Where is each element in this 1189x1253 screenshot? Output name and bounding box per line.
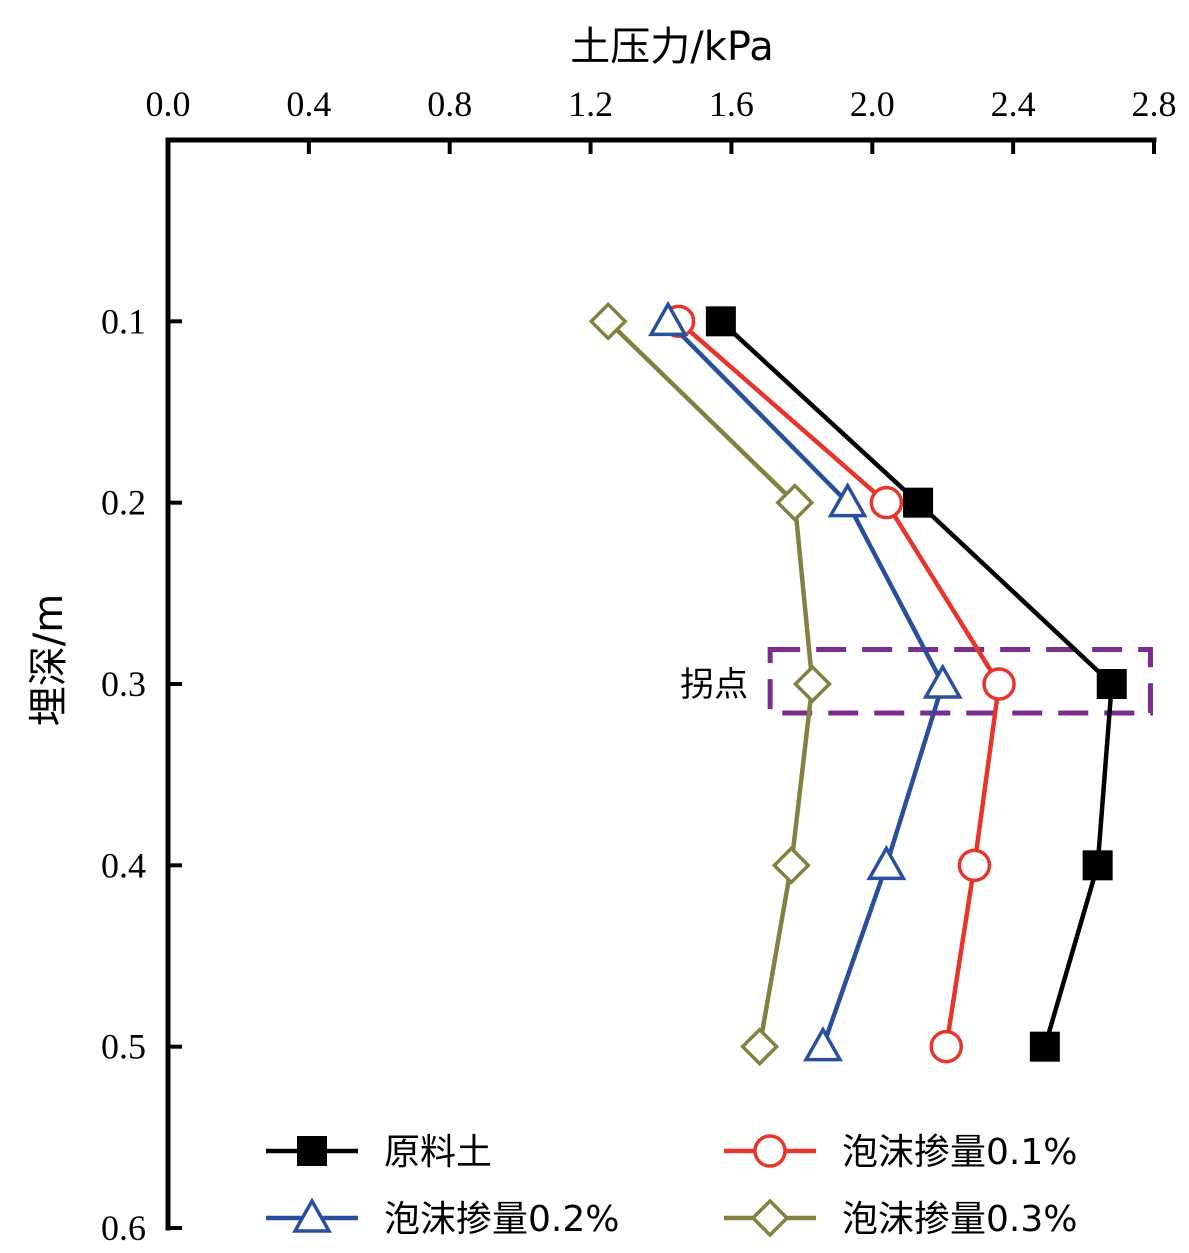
y-tick-label: 0.2 [101,483,146,523]
y-tick-label: 0.5 [101,1027,146,1067]
data-point [771,845,811,885]
legend-marker [291,1197,333,1233]
data-point [802,1026,843,1062]
series-4 [588,301,832,1067]
x-tick-label: 0.4 [286,84,331,124]
legend-item: 泡沫掺量0.2% [266,1197,619,1240]
data-point [869,485,904,520]
y-tick-label: 0.3 [101,664,146,704]
data-point [792,664,832,704]
legend-item: 泡沫掺量0.1% [724,1132,1077,1173]
data-point [827,482,868,518]
legend-label: 泡沫掺量0.3% [842,1199,1077,1240]
legend-label: 原料土 [384,1132,492,1173]
inflection-annotation: 拐点 [680,647,1153,716]
y-tick-label: 0.6 [101,1208,146,1248]
y-axis-title: 埋深/m [26,594,72,726]
series-1 [705,306,1127,1062]
legend-marker [297,1136,327,1166]
x-axis-title: 土压力/kPa [570,24,773,70]
data-point [1096,669,1127,699]
x-tick-label: 1.6 [709,84,754,124]
legend-label: 泡沫掺量0.1% [842,1132,1077,1173]
legend-item: 原料土 [266,1132,492,1173]
x-tick-label: 0.0 [146,84,191,124]
y-tick-label: 0.1 [101,301,146,341]
data-point [1082,850,1113,881]
data-point [775,483,815,523]
data-point [922,663,963,699]
data-point [929,1029,963,1064]
data-point [705,306,736,337]
data-point [903,487,934,518]
data-point [866,844,907,881]
x-tick-label: 2.8 [1132,84,1177,124]
series-3 [648,300,963,1062]
data-point [1029,1031,1060,1062]
data-point [957,848,992,883]
legend: 原料土 泡沫掺量0.1% 泡沫掺量0.2% 泡沫掺量0.3% [266,1132,1077,1240]
ticks: 0.0 0.4 0.8 1.2 1.6 2.0 2.4 2.8 0.1 0.2 0.3 0.4 0.5 0… [101,84,1177,1248]
data-point [740,1027,780,1067]
legend-marker [753,1134,787,1168]
data-point [588,301,628,341]
legend-marker [750,1198,790,1238]
data-point [648,300,689,337]
x-tick-label: 2.0 [850,84,895,124]
y-tick-label: 0.4 [101,845,146,885]
x-tick-label: 2.4 [991,84,1036,124]
inflection-box [767,647,1153,716]
x-tick-label: 1.2 [568,84,613,124]
series-group [588,300,1127,1067]
legend-item: 泡沫掺量0.3% [724,1198,1077,1240]
x-tick-label: 0.8 [427,84,472,124]
data-point [982,667,1016,701]
legend-label: 泡沫掺量0.2% [384,1199,619,1240]
inflection-label: 拐点 [680,665,748,705]
